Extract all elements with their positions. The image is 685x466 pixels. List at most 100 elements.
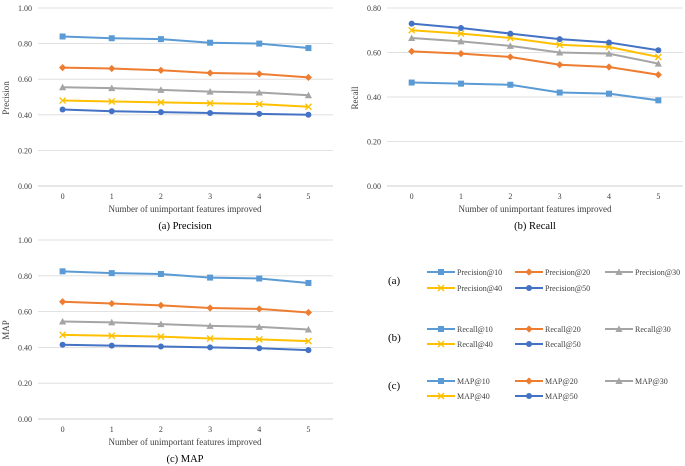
legend-marker	[437, 284, 445, 292]
legend-row-label: (c)	[388, 380, 401, 392]
data-point-map-at-40	[108, 332, 116, 340]
data-point-precision-at-10	[256, 40, 263, 47]
data-point-recall-at-30	[506, 42, 514, 49]
legend-entry-precision-at-20: Precision@20	[515, 268, 590, 277]
legend-marker	[438, 378, 444, 384]
data-point-recall-at-10	[655, 97, 662, 104]
data-point-precision-at-30	[108, 84, 116, 92]
series-line-recall-at-20	[411, 50, 659, 76]
data-point-precision-at-30	[157, 86, 165, 93]
data-point-recall-at-10	[458, 80, 464, 87]
series-line-precision-at-30	[62, 86, 309, 97]
legend-panel: (a) Precision@10 Precision@20 Precision@30…	[388, 268, 680, 401]
data-point-precision-at-40	[59, 97, 67, 105]
series-line-map-at-50	[62, 343, 309, 352]
data-point-precision-at-40	[157, 98, 165, 106]
data-point-precision-at-10	[59, 33, 66, 40]
data-point-map-at-30	[206, 322, 214, 329]
x-tick-label: 2	[508, 192, 512, 201]
data-point-precision-at-40	[255, 100, 263, 108]
legend-label: Recall@20	[545, 325, 581, 334]
data-point-map-at-50	[108, 342, 115, 349]
data-point-map-at-50	[256, 345, 263, 352]
data-point-recall-at-50	[606, 39, 612, 46]
data-point-precision-at-10	[207, 39, 214, 46]
x-tick-label: 3	[558, 192, 562, 201]
data-point-recall-at-10	[606, 90, 612, 97]
data-point-precision-at-40	[304, 103, 312, 111]
data-point-map-at-20	[206, 304, 214, 312]
data-point-precision-at-20	[255, 70, 263, 78]
data-point-map-at-50	[207, 344, 214, 351]
recall-chart: Recall Number of unimportant features im…	[350, 4, 683, 232]
legend-row-c: (c) MAP@10 MAP@20 MAP@30 MAP@40 MAP@50	[388, 377, 668, 401]
x-tick-label: 1	[110, 192, 114, 201]
data-point-recall-at-30	[408, 34, 416, 42]
data-point-recall-at-40	[457, 30, 465, 38]
data-point-precision-at-50	[108, 108, 115, 115]
y-tick-label: 1.00	[18, 236, 32, 245]
data-point-map-at-40	[59, 331, 67, 339]
data-point-precision-at-10	[108, 35, 115, 42]
legend-marker	[438, 269, 444, 275]
data-point-recall-at-50	[408, 20, 415, 27]
data-point-map-at-10	[305, 279, 312, 286]
legend-marker	[615, 325, 623, 332]
legend-entry-recall-at-30: Recall@30	[605, 325, 671, 334]
legend-label: Precision@50	[545, 284, 590, 293]
recall-x-axis-label: Number of unimportant features improved	[459, 204, 612, 214]
y-tick-label: 0.40	[18, 343, 32, 352]
data-point-precision-at-30	[58, 83, 67, 91]
data-point-map-at-20	[58, 298, 67, 306]
data-point-recall-at-50	[655, 47, 662, 54]
legend-entry-map-at-10: MAP@10	[427, 377, 490, 386]
legend-entry-map-at-30: MAP@30	[605, 377, 668, 386]
legend-label: Recall@40	[457, 340, 493, 349]
data-point-map-at-20	[304, 308, 313, 317]
data-point-recall-at-20	[408, 47, 416, 55]
legend-marker	[615, 377, 623, 384]
legend-marker	[525, 268, 533, 276]
legend-marker	[438, 326, 444, 332]
data-point-map-at-30	[304, 325, 313, 333]
data-point-recall-at-20	[605, 63, 613, 71]
x-tick-label: 5	[306, 192, 310, 201]
data-point-precision-at-20	[304, 73, 313, 82]
legend-row-label: (b)	[388, 332, 401, 344]
data-point-recall-at-40	[654, 53, 662, 61]
data-point-map-at-50	[305, 347, 312, 354]
data-point-recall-at-20	[506, 53, 514, 61]
data-point-map-at-10	[59, 268, 66, 275]
recall-y-axis-label: Recall	[350, 86, 360, 109]
series-line-precision-at-10	[62, 35, 309, 50]
legend-marker	[526, 341, 532, 347]
legend-marker	[437, 392, 445, 400]
legend-label: Precision@20	[545, 268, 590, 277]
series-line-map-at-20	[62, 300, 309, 314]
x-tick-label: 0	[61, 192, 65, 201]
legend-row-label: (a)	[388, 275, 401, 287]
data-point-map-at-40	[206, 334, 214, 342]
map-chart: MAP Number of unimportant features impro…	[1, 236, 333, 465]
data-point-recall-at-20	[654, 71, 662, 79]
precision-y-axis-label: Precision	[1, 81, 11, 115]
y-tick-label: 0.80	[367, 4, 381, 13]
precision-chart: Precision Number of unimportant features…	[1, 4, 333, 232]
legend-entry-recall-at-40: Recall@40	[427, 340, 493, 349]
data-point-precision-at-50	[59, 106, 66, 113]
data-point-precision-at-50	[256, 110, 263, 117]
data-point-precision-at-10	[157, 36, 164, 43]
legend-entry-precision-at-40: Precision@40	[427, 284, 502, 293]
legend-label: Recall@10	[457, 325, 493, 334]
x-tick-label: 0	[61, 425, 65, 434]
series-line-recall-at-50	[411, 22, 659, 52]
data-point-precision-at-50	[305, 111, 312, 118]
x-tick-label: 2	[159, 425, 163, 434]
y-tick-label: 1.00	[18, 4, 32, 13]
data-point-recall-at-10	[556, 89, 563, 96]
data-point-map-at-20	[157, 301, 165, 309]
data-point-map-at-30	[255, 323, 263, 330]
series-line-precision-at-20	[62, 66, 309, 79]
data-point-precision-at-50	[157, 109, 164, 116]
